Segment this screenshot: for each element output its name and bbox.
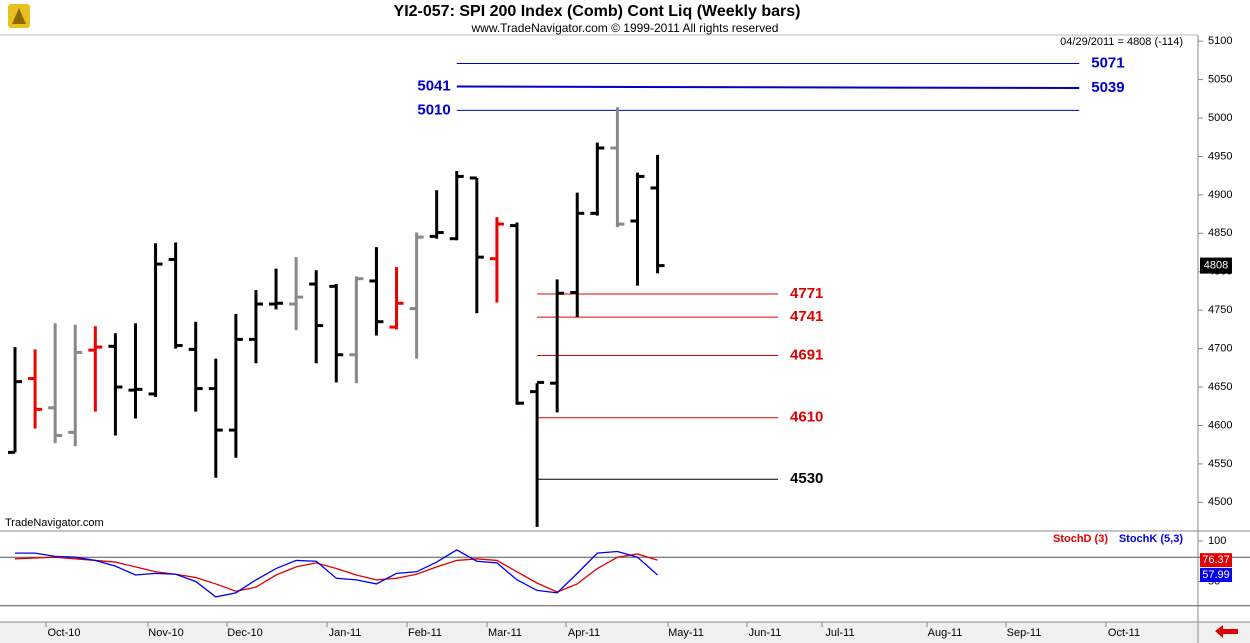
y-tick-label: 4650 bbox=[1208, 381, 1232, 393]
level-label: 4771 bbox=[790, 285, 823, 302]
level-label: 4691 bbox=[790, 346, 823, 363]
level-label: 5039 bbox=[1091, 79, 1124, 96]
level-line bbox=[456, 85, 1080, 90]
y-tick-label: 4600 bbox=[1208, 419, 1232, 431]
y-tick-label: 100 bbox=[1208, 535, 1226, 547]
x-tick-label: Dec-10 bbox=[227, 627, 262, 639]
legend-entry: StochD (3) bbox=[1053, 533, 1108, 545]
chart-subtitle: www.TradeNavigator.com © 1999-2011 All r… bbox=[471, 21, 779, 35]
y-tick-label: 4900 bbox=[1208, 189, 1232, 201]
status-text: 04/29/2011 = 4808 (-114) bbox=[1060, 36, 1183, 48]
y-tick-label: 4550 bbox=[1208, 458, 1232, 470]
level-label: 5041 bbox=[417, 77, 450, 94]
level-label: 5071 bbox=[1091, 54, 1124, 71]
level-label: 4610 bbox=[790, 409, 823, 426]
x-tick-label: Oct-10 bbox=[47, 627, 80, 639]
y-tick-label: 5000 bbox=[1208, 112, 1232, 124]
y-tick-label: 5100 bbox=[1208, 35, 1232, 47]
legend-entry: StochK (5,3) bbox=[1119, 533, 1184, 545]
x-tick-label: Jan-11 bbox=[329, 627, 362, 639]
last-value-label: 57.99 bbox=[1202, 569, 1230, 581]
x-tick-label: Sep-11 bbox=[1007, 627, 1042, 639]
y-tick-label: 4700 bbox=[1208, 343, 1232, 355]
stoch-line bbox=[15, 549, 658, 598]
last-value-box bbox=[1200, 553, 1232, 568]
y-tick-label: 4950 bbox=[1208, 150, 1232, 162]
last-value-label: 76.37 bbox=[1202, 554, 1230, 566]
y-tick-label: 4500 bbox=[1208, 496, 1232, 508]
x-tick-label: Oct-11 bbox=[1108, 627, 1140, 639]
stoch-line bbox=[14, 553, 658, 593]
y-tick-label: 4750 bbox=[1208, 304, 1232, 316]
x-axis-band bbox=[0, 622, 1250, 643]
last-price-box bbox=[1200, 257, 1232, 274]
chart-title: YI2-057: SPI 200 Index (Comb) Cont Liq (… bbox=[394, 3, 801, 20]
x-tick-label: Nov-10 bbox=[148, 627, 183, 639]
x-tick-label: Aug-11 bbox=[928, 627, 963, 639]
x-tick-label: Jul-11 bbox=[825, 627, 854, 639]
x-tick-label: Mar-11 bbox=[488, 627, 522, 639]
last-value-box bbox=[1200, 568, 1232, 583]
level-label: 4741 bbox=[790, 308, 823, 325]
y-tick-label: 4850 bbox=[1208, 227, 1232, 239]
watermark: TradeNavigator.com bbox=[5, 517, 104, 529]
x-tick-label: Apr-11 bbox=[568, 627, 600, 639]
x-tick-label: May-11 bbox=[668, 627, 704, 639]
level-label: 5010 bbox=[417, 101, 450, 118]
logo bbox=[8, 4, 30, 28]
last-price-label: 4808 bbox=[1204, 259, 1228, 271]
x-tick-label: Feb-11 bbox=[408, 627, 442, 639]
scroll-arrow[interactable] bbox=[1215, 625, 1238, 638]
y-tick-label: 5050 bbox=[1208, 73, 1232, 85]
level-label: 4530 bbox=[790, 470, 823, 487]
x-tick-label: Jun-11 bbox=[749, 627, 782, 639]
